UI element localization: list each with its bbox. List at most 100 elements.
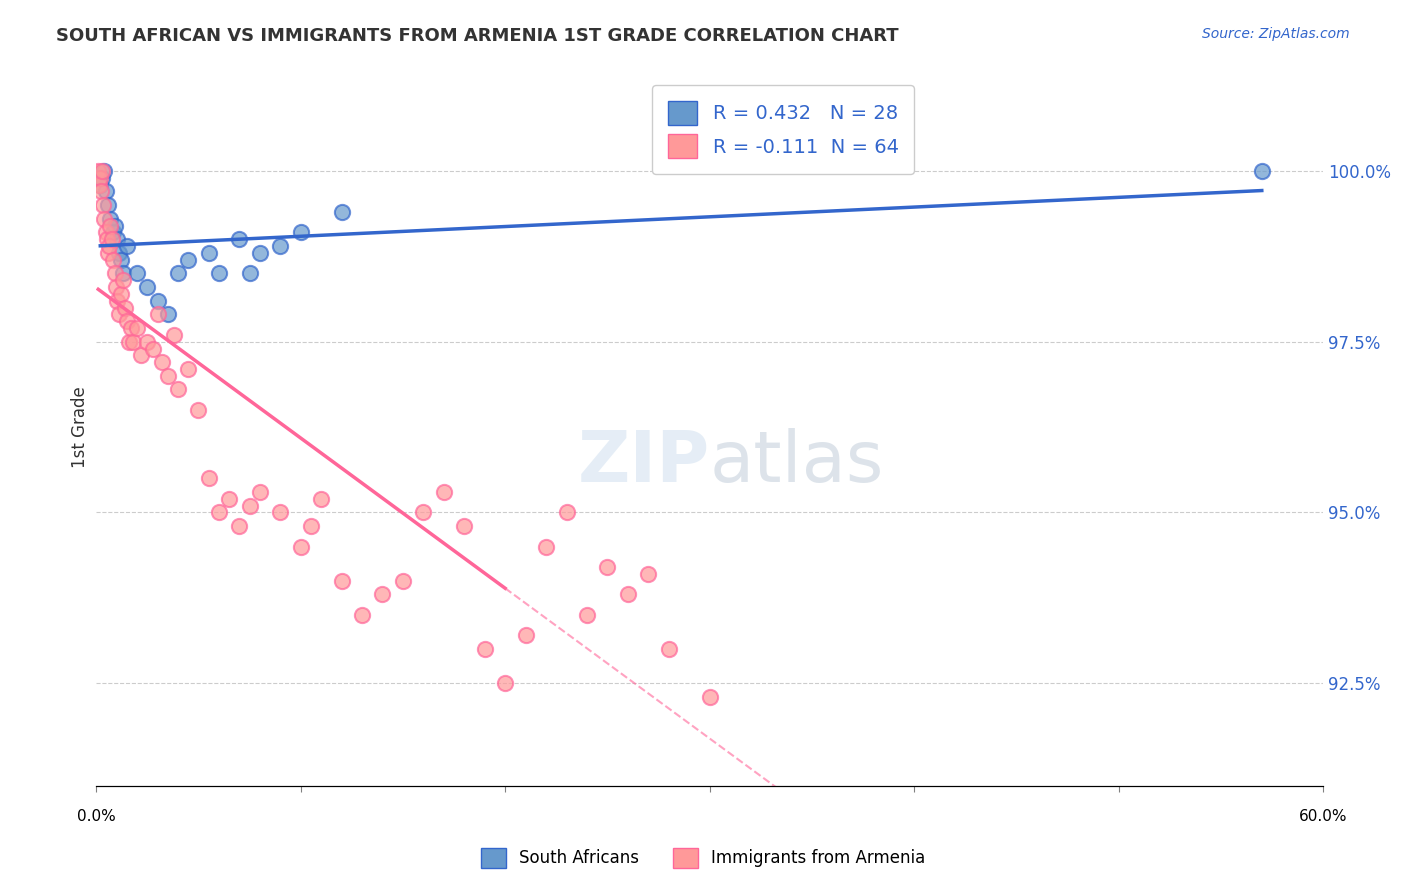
Point xyxy=(197,246,219,260)
Point xyxy=(136,280,159,294)
Point xyxy=(107,307,129,321)
Point xyxy=(142,342,165,356)
Point xyxy=(208,505,231,519)
Point xyxy=(110,286,132,301)
Text: ZIP: ZIP xyxy=(578,428,710,498)
Point xyxy=(290,226,312,240)
Point xyxy=(238,266,260,280)
Point xyxy=(118,334,141,349)
Point xyxy=(474,642,496,657)
Point xyxy=(412,505,434,519)
Point xyxy=(103,219,125,233)
Point xyxy=(238,499,260,513)
Point xyxy=(494,676,516,690)
Text: 60.0%: 60.0% xyxy=(1299,809,1347,824)
Point xyxy=(98,239,121,253)
Point xyxy=(177,252,200,267)
Point xyxy=(371,587,394,601)
Point xyxy=(177,362,200,376)
Point xyxy=(96,185,118,199)
Point xyxy=(146,307,169,321)
Point xyxy=(575,607,598,622)
Point xyxy=(299,519,322,533)
Point xyxy=(125,321,148,335)
Point xyxy=(111,273,134,287)
Point xyxy=(156,307,179,321)
Point xyxy=(309,491,332,506)
Point xyxy=(111,266,134,280)
Point xyxy=(89,170,111,185)
Point xyxy=(163,327,186,342)
Point xyxy=(392,574,415,588)
Point xyxy=(269,505,291,519)
Point xyxy=(107,246,129,260)
Point xyxy=(101,226,124,240)
Point xyxy=(129,348,152,362)
Y-axis label: 1st Grade: 1st Grade xyxy=(72,386,89,468)
Point xyxy=(330,574,353,588)
Point xyxy=(97,198,120,212)
Point xyxy=(105,293,128,308)
Point xyxy=(93,211,115,226)
Point xyxy=(290,540,312,554)
Point xyxy=(596,560,619,574)
Point xyxy=(120,321,142,335)
Point xyxy=(136,334,159,349)
Point xyxy=(350,607,373,622)
Text: atlas: atlas xyxy=(710,428,884,498)
Point xyxy=(1250,164,1272,178)
Point xyxy=(218,491,240,506)
Point xyxy=(89,178,111,192)
Point xyxy=(146,293,169,308)
Point xyxy=(89,178,111,192)
Point xyxy=(100,211,122,226)
Point xyxy=(433,484,456,499)
Point xyxy=(93,164,115,178)
Point xyxy=(104,280,127,294)
Legend: R = 0.432   N = 28, R = -0.111  N = 64: R = 0.432 N = 28, R = -0.111 N = 64 xyxy=(652,86,914,174)
Point xyxy=(93,198,115,212)
Point xyxy=(637,566,659,581)
Point xyxy=(167,383,190,397)
Point xyxy=(100,219,122,233)
Point xyxy=(228,519,250,533)
Point xyxy=(97,246,120,260)
Text: SOUTH AFRICAN VS IMMIGRANTS FROM ARMENIA 1ST GRADE CORRELATION CHART: SOUTH AFRICAN VS IMMIGRANTS FROM ARMENIA… xyxy=(56,27,898,45)
Point xyxy=(187,403,209,417)
Point xyxy=(103,266,125,280)
Point xyxy=(115,314,138,328)
Point xyxy=(197,471,219,485)
Text: Source: ZipAtlas.com: Source: ZipAtlas.com xyxy=(1202,27,1350,41)
Point xyxy=(122,334,145,349)
Point xyxy=(115,239,138,253)
Text: 0.0%: 0.0% xyxy=(77,809,115,824)
Point xyxy=(699,690,721,704)
Point xyxy=(453,519,475,533)
Point xyxy=(269,239,291,253)
Point xyxy=(555,505,578,519)
Point xyxy=(91,170,114,185)
Point xyxy=(534,540,557,554)
Point xyxy=(617,587,640,601)
Point xyxy=(91,164,114,178)
Point xyxy=(101,252,124,267)
Point xyxy=(90,185,112,199)
Point xyxy=(125,266,148,280)
Point xyxy=(87,164,110,178)
Legend: South Africans, Immigrants from Armenia: South Africans, Immigrants from Armenia xyxy=(474,841,932,875)
Point xyxy=(150,355,173,369)
Point xyxy=(208,266,231,280)
Point xyxy=(114,301,136,315)
Point xyxy=(658,642,681,657)
Point xyxy=(167,266,190,280)
Point xyxy=(96,232,118,246)
Point xyxy=(330,205,353,219)
Point xyxy=(249,246,271,260)
Point xyxy=(105,232,128,246)
Point xyxy=(100,232,122,246)
Point xyxy=(249,484,271,499)
Point xyxy=(228,232,250,246)
Point xyxy=(110,252,132,267)
Point xyxy=(515,628,537,642)
Point xyxy=(156,368,179,383)
